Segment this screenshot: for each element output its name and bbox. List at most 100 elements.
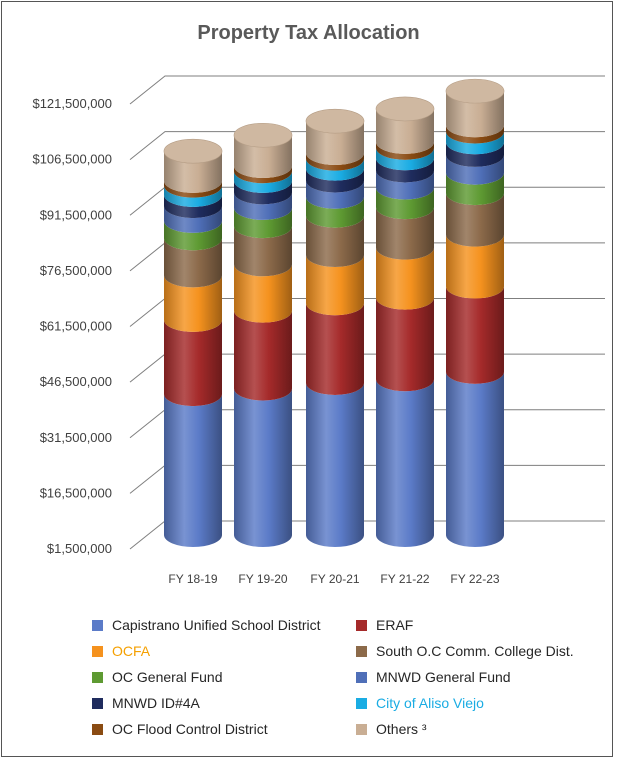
- legend-item: ERAF: [356, 615, 413, 635]
- bar-segment: [234, 166, 292, 184]
- legend-item: MNWD General Fund: [356, 667, 511, 687]
- legend-swatch: [92, 645, 103, 657]
- legend-item: City of Aliso Viejo: [356, 693, 484, 713]
- legend-item: Others ³: [356, 719, 427, 739]
- bar-segment: [164, 394, 222, 547]
- legend-swatch: [92, 723, 103, 735]
- legend-swatch: [92, 619, 103, 631]
- bar-segment: [306, 153, 364, 171]
- bar-segment: [376, 207, 434, 260]
- legend-label: OC General Fund: [112, 669, 223, 685]
- bar-top-cap: [375, 96, 435, 122]
- y-tick-label: $106,500,000: [32, 152, 112, 167]
- bar-segment: [234, 264, 292, 323]
- legend-swatch: [356, 671, 367, 683]
- y-tick-label: $1,500,000: [47, 541, 112, 556]
- bar-segment: [164, 206, 222, 233]
- legend-label: City of Aliso Viejo: [376, 695, 484, 711]
- legend-item: South O.C Comm. College Dist.: [356, 641, 574, 661]
- legend-swatch: [92, 671, 103, 683]
- bar-segment: [376, 247, 434, 310]
- legend-item: Capistrano Unified School District: [92, 615, 321, 635]
- bar-segment: [306, 303, 364, 395]
- x-tick-label: FY 18-19: [168, 572, 217, 586]
- bar-segment: [446, 142, 504, 167]
- legend-label: South O.C Comm. College Dist.: [376, 643, 574, 659]
- x-tick-label: FY 20-21: [310, 572, 359, 586]
- bar-segment: [376, 187, 434, 220]
- bar-segment: [376, 379, 434, 547]
- legend-swatch: [356, 645, 367, 657]
- legend-label: OCFA: [112, 643, 151, 659]
- bar-segment: [376, 297, 434, 392]
- bar-segment: [306, 168, 364, 193]
- bar-segment: [376, 141, 434, 160]
- bar-segment: [446, 172, 504, 206]
- bar-segment: [234, 180, 292, 205]
- bar-segment: [234, 192, 292, 220]
- y-tick-label: $76,500,000: [40, 263, 112, 278]
- bar-segment: [306, 215, 364, 268]
- bar-segment: [446, 234, 504, 299]
- bar-segment: [446, 154, 504, 185]
- bar-segment: [306, 121, 364, 166]
- legend-item: OC General Fund: [92, 667, 223, 687]
- bar-segment: [234, 207, 292, 239]
- bar-segment: [446, 125, 504, 144]
- bar-segment: [376, 170, 434, 200]
- legend-swatch: [356, 697, 367, 709]
- bar-segment: [446, 193, 504, 247]
- bar-segment: [306, 196, 364, 228]
- chart-title: Property Tax Allocation: [197, 22, 420, 44]
- bar-segment: [446, 131, 504, 155]
- legend-label: Capistrano Unified School District: [112, 617, 321, 633]
- bar-segment: [164, 194, 222, 219]
- y-tick-label: $91,500,000: [40, 207, 112, 222]
- y-tick-label: $121,500,000: [32, 96, 112, 111]
- y-tick-label: $31,500,000: [40, 430, 112, 445]
- bar-top-cap: [163, 138, 223, 164]
- y-tick-label: $46,500,000: [40, 374, 112, 389]
- legend-label: Others ³: [376, 721, 427, 737]
- bar-segment: [234, 226, 292, 277]
- bar-segment: [306, 180, 364, 209]
- bar-top-cap: [445, 78, 505, 104]
- gridline: [129, 75, 605, 105]
- bar-top-cap: [233, 122, 293, 148]
- bar-segment: [446, 371, 504, 547]
- legend-label: ERAF: [376, 617, 414, 633]
- bar-segment: [306, 158, 364, 181]
- x-tick-label: FY 22-23: [450, 572, 499, 586]
- bar-segment: [164, 185, 222, 207]
- legend-swatch: [356, 723, 367, 735]
- bar-segment: [164, 319, 222, 407]
- bar-segment: [164, 220, 222, 251]
- x-tick-label: FY 21-22: [380, 572, 429, 586]
- bar-segment: [234, 310, 292, 401]
- bar-segment: [306, 382, 364, 547]
- bar-top-cap: [305, 108, 365, 134]
- legend-label: MNWD General Fund: [376, 669, 511, 685]
- legend-label: MNWD ID#4A: [112, 695, 200, 711]
- bar-segment: [234, 388, 292, 547]
- legend-item: MNWD ID#4A: [92, 693, 200, 713]
- legend-swatch: [92, 697, 103, 709]
- bar-segment: [376, 158, 434, 183]
- bar-segment: [306, 255, 364, 316]
- bar-segment: [164, 275, 222, 332]
- bar-segment: [164, 180, 222, 198]
- x-tick-label: FY 19-20: [238, 572, 287, 586]
- y-tick-label: $61,500,000: [40, 319, 112, 334]
- legend-swatch: [356, 619, 367, 631]
- bar-segment: [446, 286, 504, 384]
- bar-segment: [376, 108, 434, 154]
- legend-item: OCFA: [92, 641, 150, 661]
- y-tick-label: $16,500,000: [40, 485, 112, 500]
- bar-segment: [234, 171, 292, 193]
- chart-plot: $1,500,000 $16,500,000 $31,500,000 $46,500,…: [32, 75, 605, 586]
- legend-item: OC Flood Control District: [92, 719, 268, 739]
- bar-segment: [376, 147, 434, 171]
- legend-label: OC Flood Control District: [112, 721, 268, 737]
- bar-segment: [164, 238, 222, 288]
- bar-segment: [446, 91, 504, 138]
